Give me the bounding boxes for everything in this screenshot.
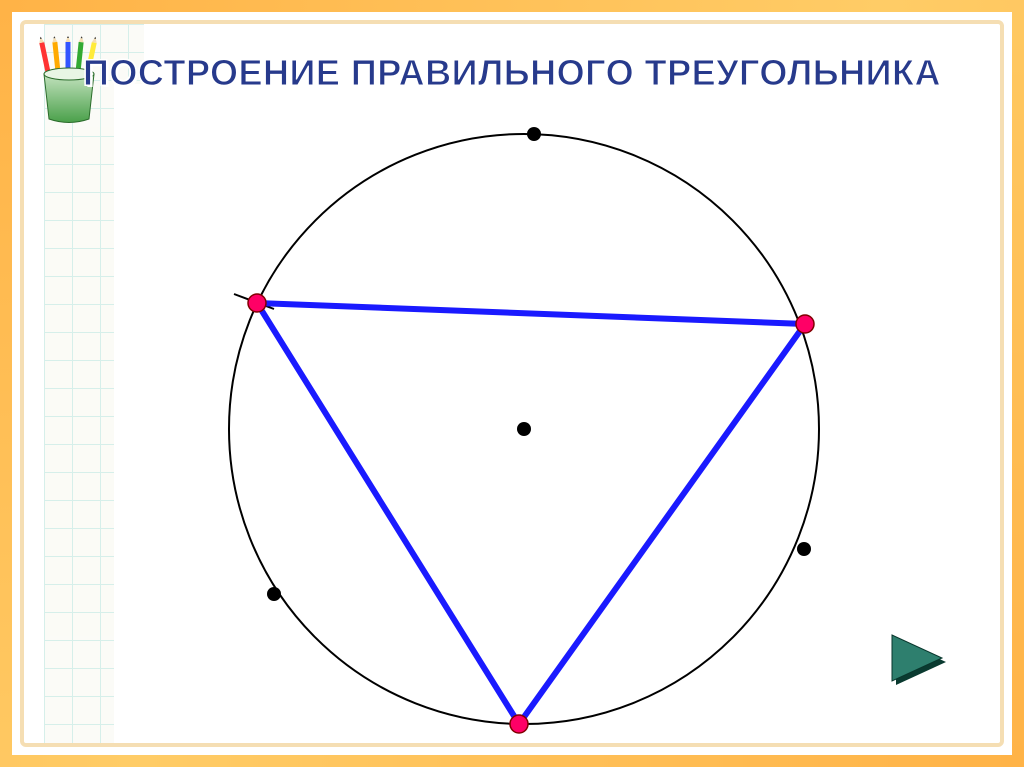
triangle-in-circle-diagram: [114, 84, 934, 747]
slide-frame: ПОСТРОЕНИЕ ПРАВИЛЬНОГО ТРЕУГОЛЬНИКА: [0, 0, 1024, 767]
page-title: ПОСТРОЕНИЕ ПРАВИЛЬНОГО ТРЕУГОЛЬНИКА: [24, 52, 1000, 94]
next-button[interactable]: [888, 631, 960, 693]
slide-inner: ПОСТРОЕНИЕ ПРАВИЛЬНОГО ТРЕУГОЛЬНИКА: [20, 20, 1004, 747]
geometry-canvas: [114, 84, 934, 747]
